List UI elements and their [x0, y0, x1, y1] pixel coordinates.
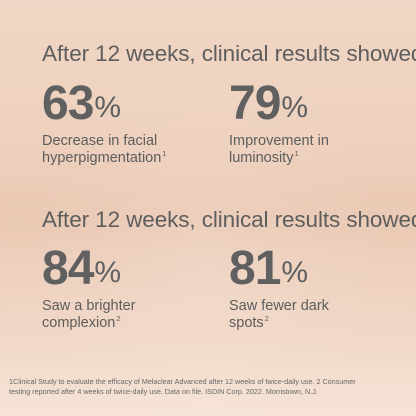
- stat-unit-luminosity: %: [281, 90, 308, 124]
- stat-number-facial-hyperpigmentation: 63: [42, 77, 94, 130]
- stat-description-line-2-brighter-complexion: complexion2: [42, 315, 202, 332]
- stat-description-line-1-facial-hyperpigmentation: Decrease in facial: [42, 133, 158, 150]
- stat-description-text-luminosity: luminosity: [229, 149, 294, 166]
- footnote-marker-1-top-right: 1: [294, 149, 299, 159]
- top-headline: After 12 weeks, clinical results showed:: [42, 41, 416, 66]
- footnote-marker-2-bottom-left: 2: [116, 314, 121, 324]
- stat-unit-fewer-dark-spots: %: [281, 255, 308, 289]
- footnote-marker-2-bottom-right: 2: [264, 314, 269, 324]
- stat-description-line-1-fewer-dark-spots: Saw fewer dark: [229, 298, 329, 315]
- footnote-marker-1-top-left: 1: [162, 149, 167, 159]
- footnote-line-1: 1Clinical Study to evaluate the efficacy…: [9, 377, 356, 386]
- stat-number-brighter-complexion: 84: [42, 242, 94, 295]
- stat-description-text-facial-hyperpigmentation: hyperpigmentation: [42, 149, 162, 166]
- stat-description-facial-hyperpigmentation: Decrease in facial hyperpigmentation1: [42, 133, 202, 166]
- stat-value-facial-hyperpigmentation: 63%: [42, 80, 202, 128]
- stat-description-brighter-complexion: Saw a brighter complexion2: [42, 298, 202, 331]
- stat-description-line-2-facial-hyperpigmentation: hyperpigmentation1: [42, 150, 202, 167]
- stat-unit-brighter-complexion: %: [94, 255, 121, 289]
- stat-value-luminosity: 79%: [229, 80, 389, 128]
- stat-luminosity: 79% Improvement in luminosity1: [229, 80, 389, 167]
- stat-number-fewer-dark-spots: 81: [229, 242, 281, 295]
- stat-description-fewer-dark-spots: Saw fewer dark spots2: [229, 298, 389, 331]
- stat-description-line-1-brighter-complexion: Saw a brighter: [42, 298, 136, 315]
- clinical-footnote: 1Clinical Study to evaluate the efficacy…: [9, 377, 407, 396]
- stat-brighter-complexion: 84% Saw a brighter complexion2: [42, 245, 202, 332]
- stat-description-text-fewer-dark-spots: spots: [229, 314, 264, 331]
- stat-number-luminosity: 79: [229, 77, 281, 130]
- stat-facial-hyperpigmentation: 63% Decrease in facial hyperpigmentation…: [42, 80, 202, 167]
- stat-unit-facial-hyperpigmentation: %: [94, 90, 121, 124]
- bottom-headline: After 12 weeks, clinical results showed:: [42, 207, 416, 232]
- footnote-line-2: testing reported after 4 weeks of twice-…: [9, 386, 318, 396]
- stat-fewer-dark-spots: 81% Saw fewer dark spots2: [229, 245, 389, 332]
- stat-value-brighter-complexion: 84%: [42, 245, 202, 293]
- stat-description-line-2-luminosity: luminosity1: [229, 150, 389, 167]
- stat-description-line-2-fewer-dark-spots: spots2: [229, 315, 389, 332]
- stat-description-luminosity: Improvement in luminosity1: [229, 133, 389, 166]
- stat-description-text-brighter-complexion: complexion: [42, 314, 116, 331]
- stat-value-fewer-dark-spots: 81%: [229, 245, 389, 293]
- stat-description-line-1-luminosity: Improvement in: [229, 133, 329, 150]
